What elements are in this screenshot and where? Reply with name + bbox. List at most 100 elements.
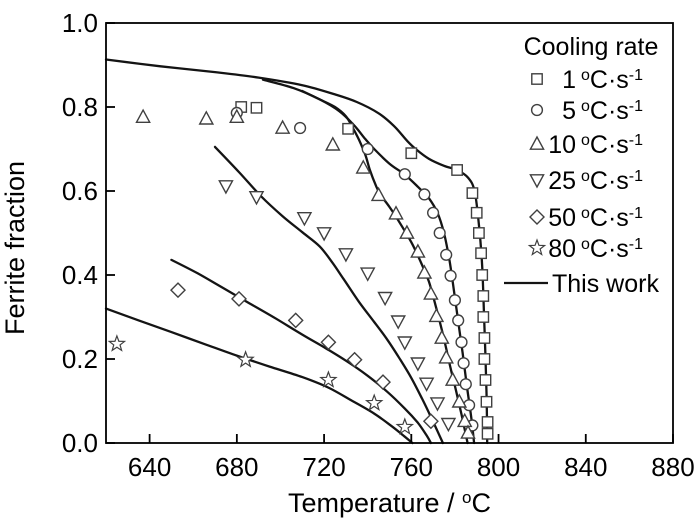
triangle-up-marker	[456, 412, 473, 428]
legend-rate-value: 50	[548, 204, 576, 232]
x-tick-label: 760	[390, 452, 433, 482]
triangle-down-marker	[440, 417, 457, 433]
triangle-up-marker	[198, 110, 215, 125]
diamond-marker	[346, 351, 363, 368]
triangle-down-marker	[418, 377, 435, 392]
legend-rate-unit: oC·s-1	[581, 66, 643, 94]
legend-rate-value: 25	[548, 167, 576, 195]
this-work-line-80Cs	[104, 307, 414, 445]
square-marker	[478, 332, 491, 344]
square-marker	[481, 427, 494, 440]
legend-rate-value: 1	[562, 66, 576, 94]
legend-item-1Cs: 1 oC·s-1	[531, 66, 643, 94]
circle-marker	[530, 103, 544, 117]
square-marker	[475, 247, 487, 260]
diamond-marker	[422, 413, 439, 430]
triangle-up-marker	[423, 285, 439, 300]
triangle-down-marker	[316, 227, 332, 242]
star-marker	[107, 334, 127, 352]
circle-marker	[433, 226, 446, 240]
square-marker	[470, 206, 483, 219]
y-tick-label: 1.0	[62, 8, 98, 38]
triangle-down-marker	[296, 212, 313, 227]
series-50Cs-markers	[170, 282, 439, 430]
diamond-marker	[320, 334, 337, 351]
circle-marker	[398, 168, 411, 181]
x-tick-label: 800	[477, 452, 520, 482]
y-tick-label: 0.0	[62, 428, 98, 458]
diamond-marker	[287, 312, 304, 329]
legend-rate-value: 5	[562, 97, 576, 125]
y-axis-label: Ferrite fraction	[0, 161, 30, 335]
triangle-down-marker	[429, 397, 446, 412]
x-tick-label: 640	[128, 452, 171, 482]
y-tick-label: 0.2	[62, 344, 98, 374]
legend-rate-value: 10	[548, 131, 576, 159]
triangle-up-marker	[274, 119, 291, 134]
star-marker	[319, 370, 338, 388]
legend-rate-unit: oC·s-1	[581, 235, 643, 263]
triangle-up-marker	[529, 135, 545, 150]
triangle-up-marker	[451, 393, 468, 408]
triangle-up-marker	[355, 159, 372, 174]
series-1Cs-markers	[235, 101, 494, 440]
diamond-marker	[231, 290, 247, 307]
circle-marker	[444, 269, 457, 282]
triangle-up-marker	[410, 243, 426, 258]
x-tick-label: 840	[564, 452, 607, 482]
square-marker	[473, 227, 485, 239]
series-5Cs-markers	[230, 106, 479, 432]
square-marker	[481, 416, 494, 428]
square-marker	[477, 290, 490, 302]
star-marker	[527, 238, 547, 256]
triangle-down-marker	[410, 357, 426, 372]
square-marker	[250, 101, 263, 114]
circle-marker	[361, 142, 374, 156]
triangle-down-marker	[248, 191, 265, 206]
legend-rate-unit: oC·s-1	[581, 97, 643, 125]
legend-rate-unit: oC·s-1	[581, 167, 643, 195]
plot-border	[105, 22, 674, 444]
triangle-up-marker	[370, 186, 387, 202]
triangle-down-marker	[218, 180, 234, 195]
triangle-down-marker	[377, 291, 393, 307]
triangle-down-marker	[397, 336, 413, 351]
series-80Cs-markers	[107, 334, 415, 435]
diamond-marker	[529, 209, 545, 225]
triangle-down-marker	[529, 174, 545, 189]
square-marker	[531, 73, 543, 85]
axes: 640 680 720 760 800 840 880 0.0 0.2 0.4 0.6 0.8 1.0 T…	[0, 8, 695, 518]
star-marker	[236, 350, 255, 368]
circle-marker	[448, 294, 462, 307]
legend-rate-value: 80	[548, 235, 576, 263]
star-marker	[364, 393, 384, 411]
square-marker	[405, 147, 418, 160]
circle-marker	[418, 188, 431, 201]
x-tick-label: 680	[215, 452, 258, 482]
this-work-line-50Cs	[170, 258, 433, 445]
y-tick-label: 0.8	[62, 92, 98, 122]
triangle-up-marker	[434, 329, 450, 344]
triangle-up-marker	[229, 108, 245, 123]
square-marker	[479, 374, 492, 386]
triangle-up-marker	[399, 224, 415, 239]
legend-rate-unit: oC·s-1	[581, 204, 643, 232]
square-marker	[480, 395, 493, 408]
circle-marker	[455, 336, 468, 349]
triangle-up-marker	[135, 108, 151, 123]
y-tick-label: 0.4	[62, 260, 98, 290]
triangle-up-marker	[438, 349, 454, 364]
circle-marker	[452, 314, 465, 327]
series-25Cs-markers	[218, 180, 457, 433]
circle-marker	[427, 206, 440, 219]
square-marker	[477, 311, 490, 323]
triangle-up-marker	[428, 307, 445, 323]
square-marker	[451, 164, 463, 176]
diamond-marker	[375, 374, 391, 391]
circle-marker	[457, 357, 470, 370]
square-marker	[342, 122, 354, 135]
triangle-up-marker	[460, 424, 476, 439]
x-tick-label: 880	[651, 452, 694, 482]
triangle-up-marker	[388, 205, 404, 220]
